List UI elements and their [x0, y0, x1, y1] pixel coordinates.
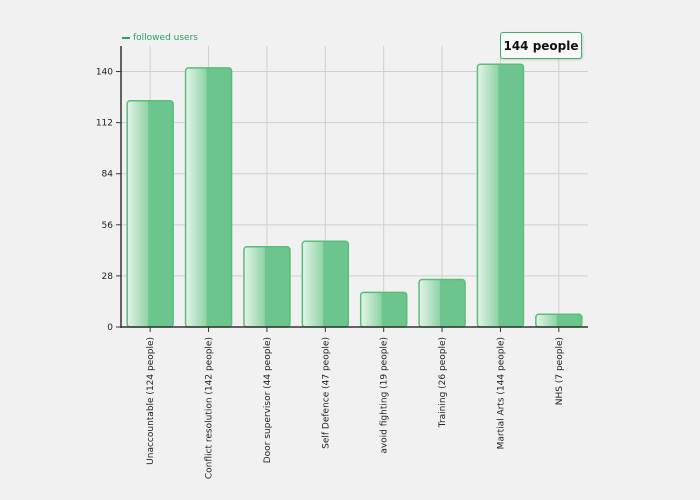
y-tick-label: 140 — [96, 68, 113, 78]
x-tick-label: Conflict resolution (142 people) — [205, 337, 215, 479]
bar-2[interactable] — [243, 245, 291, 328]
y-tick-label: 84 — [102, 170, 114, 180]
axis-labels: 0 28 56 84 112 140 Unaccountable (124 people) C… — [96, 68, 565, 480]
x-tick-label: NHS (7 people) — [555, 337, 565, 405]
bars — [126, 63, 583, 328]
legend: followed users — [122, 33, 198, 43]
bar-5[interactable] — [418, 278, 466, 328]
legend-label: followed users — [133, 33, 198, 43]
bar-6[interactable] — [476, 63, 525, 328]
y-tick-label: 0 — [107, 323, 113, 333]
y-tick-label: 112 — [96, 119, 113, 129]
x-tick-label: Training (26 people) — [438, 337, 448, 428]
bar-1[interactable] — [184, 67, 233, 328]
bar-0[interactable] — [126, 99, 174, 328]
bar-7[interactable] — [535, 313, 583, 328]
axes — [116, 46, 588, 332]
legend-swatch — [122, 37, 130, 39]
x-tick-label: Martial Arts (144 people) — [496, 337, 506, 449]
y-tick-label: 56 — [102, 221, 114, 231]
tooltip: 144 people — [500, 32, 582, 59]
y-tick-label: 28 — [102, 272, 114, 282]
x-tick-label: avoid fighting (19 people) — [380, 337, 390, 454]
tooltip-text: 144 people — [503, 38, 579, 53]
x-tick-label: Door supervisor (44 people) — [263, 337, 273, 463]
bar-3[interactable] — [301, 240, 350, 328]
x-tick-label: Unaccountable (124 people) — [146, 337, 156, 465]
bar-4[interactable] — [359, 291, 408, 328]
x-tick-label: Self Defence (47 people) — [321, 337, 331, 449]
